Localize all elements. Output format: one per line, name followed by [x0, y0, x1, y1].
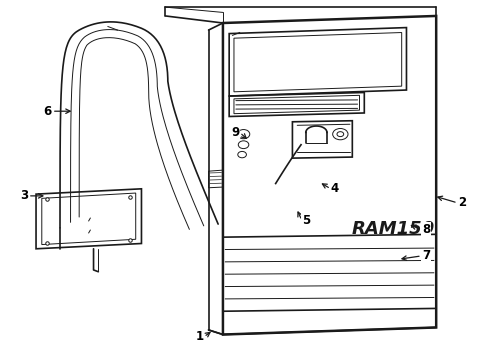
Text: 9: 9 [231, 126, 239, 139]
Text: 6: 6 [43, 105, 52, 118]
Text: 7: 7 [421, 249, 429, 262]
Text: 5: 5 [302, 214, 309, 227]
Text: 4: 4 [330, 182, 338, 195]
Text: 8: 8 [421, 223, 429, 236]
Text: 2: 2 [457, 197, 465, 210]
Text: RAM150: RAM150 [351, 220, 434, 238]
Text: 1: 1 [195, 330, 203, 343]
Text: 3: 3 [20, 189, 28, 202]
